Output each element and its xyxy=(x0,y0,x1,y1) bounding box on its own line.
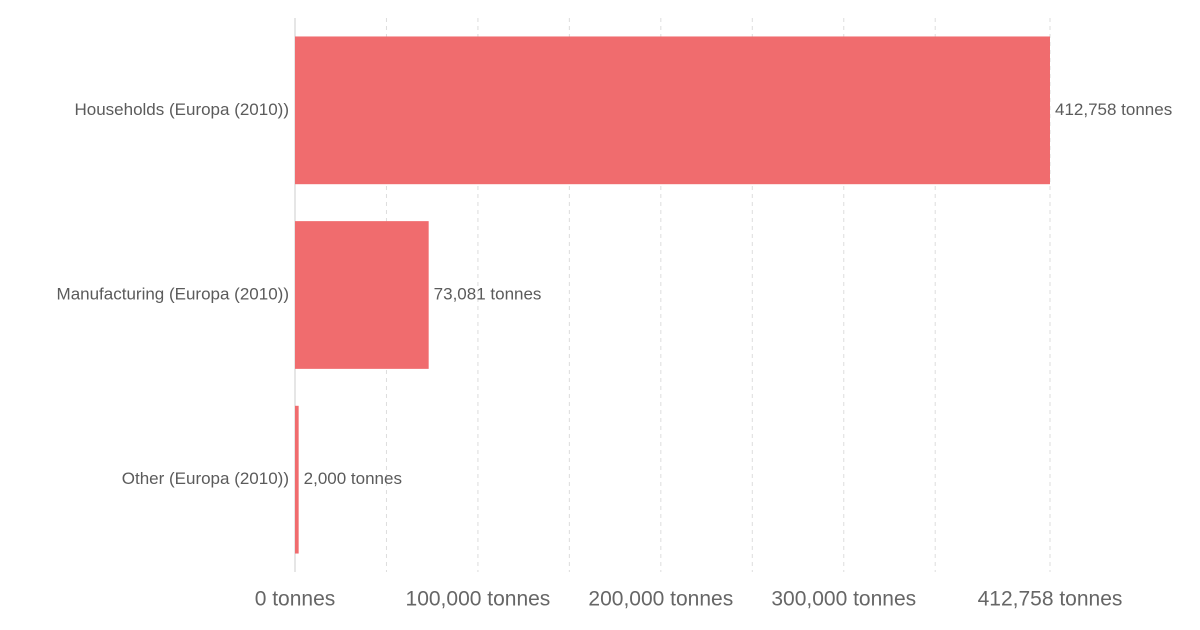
x-tick-label-3: 300,000 tonnes xyxy=(771,588,916,611)
category-label-0: Households (Europa (2010)) xyxy=(74,100,289,119)
x-tick-label-1: 100,000 tonnes xyxy=(406,588,551,611)
bar-1 xyxy=(295,221,429,369)
value-label-0: 412,758 tonnes xyxy=(1055,100,1172,119)
value-label-1: 73,081 tonnes xyxy=(434,284,542,303)
category-labels: Households (Europa (2010)) Manufacturing … xyxy=(57,100,289,488)
x-tick-label-2: 200,000 tonnes xyxy=(588,588,733,611)
category-label-2: Other (Europa (2010)) xyxy=(122,469,289,488)
x-tick-label-4: 412,758 tonnes xyxy=(978,588,1123,611)
value-labels: 412,758 tonnes 73,081 tonnes 2,000 tonnes xyxy=(304,100,1173,488)
value-label-2: 2,000 tonnes xyxy=(304,469,402,488)
x-axis-tick-labels: 0 tonnes 100,000 tonnes 200,000 tonnes 300,… xyxy=(255,588,1123,611)
bar-2 xyxy=(295,405,299,554)
bar-0 xyxy=(295,36,1050,185)
bars xyxy=(295,36,1050,554)
category-label-1: Manufacturing (Europa (2010)) xyxy=(57,284,289,303)
x-tick-label-0: 0 tonnes xyxy=(255,588,336,611)
